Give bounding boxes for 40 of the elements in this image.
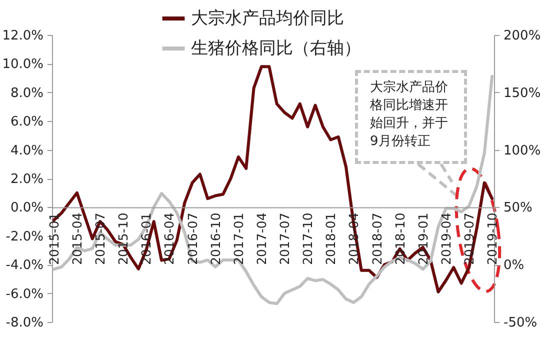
y-tick-label: -2.0% <box>6 229 44 244</box>
x-tick-label: 2019-10 <box>484 212 500 265</box>
x-tick-label: 2015-07 <box>92 212 108 265</box>
y2-tick-label: 50% <box>504 200 532 216</box>
x-tick-label: 2016-07 <box>184 212 200 265</box>
legend-label: 大宗水产品均价同比 <box>191 8 344 28</box>
y2-tick-label: 0% <box>504 258 524 274</box>
y-tick-label: 10.0% <box>2 57 44 72</box>
legend-label: 生猪价格同比（右轴） <box>191 38 361 58</box>
y-tick-label: 8.0% <box>10 86 44 101</box>
y2-tick-label: 200% <box>504 28 541 44</box>
x-tick-label: 2019-07 <box>462 212 477 265</box>
y2-tick-label: 100% <box>504 143 541 158</box>
y-tick-label: -6.0% <box>6 286 44 302</box>
x-tick-label: 2019-01 <box>415 212 430 265</box>
x-tick-label: 2016-04 <box>162 212 177 265</box>
y-tick-label: -4.0% <box>6 258 44 274</box>
x-tick-label: 2018-10 <box>392 212 408 265</box>
y2-tick-label: -50% <box>504 316 538 330</box>
x-tick-label: 2018-07 <box>369 212 384 265</box>
y-tick-label: 6.0% <box>10 114 44 130</box>
x-tick-label: 2017-04 <box>254 212 269 265</box>
x-tick-label: 2015-04 <box>69 212 84 265</box>
x-tick-label: 2015-01 <box>46 212 62 265</box>
x-tick-label: 2018-01 <box>323 212 338 265</box>
y-tick-label: 4.0% <box>10 143 44 158</box>
x-tick-label: 2017-01 <box>230 212 246 265</box>
y-tick-label: 2.0% <box>10 172 44 187</box>
x-tick-label: 2017-07 <box>277 212 292 265</box>
x-tick-label: 2017-10 <box>300 212 316 265</box>
y-tick-label: 12.0% <box>2 28 44 44</box>
y2-tick-label: 150% <box>504 86 541 101</box>
y-tick-label: -8.0% <box>6 316 44 330</box>
y-tick-label: 0.0% <box>10 200 44 216</box>
x-tick-label: 2016-10 <box>208 212 223 265</box>
x-tick-label: 2019-04 <box>438 212 454 265</box>
note-box: 大宗水产品价格同比增速开始回升，并于9月份转正 <box>355 70 467 164</box>
x-tick-label: 2018-04 <box>346 212 362 265</box>
x-tick-label: 2016-01 <box>138 212 154 265</box>
x-tick-label: 2015-10 <box>116 212 131 265</box>
